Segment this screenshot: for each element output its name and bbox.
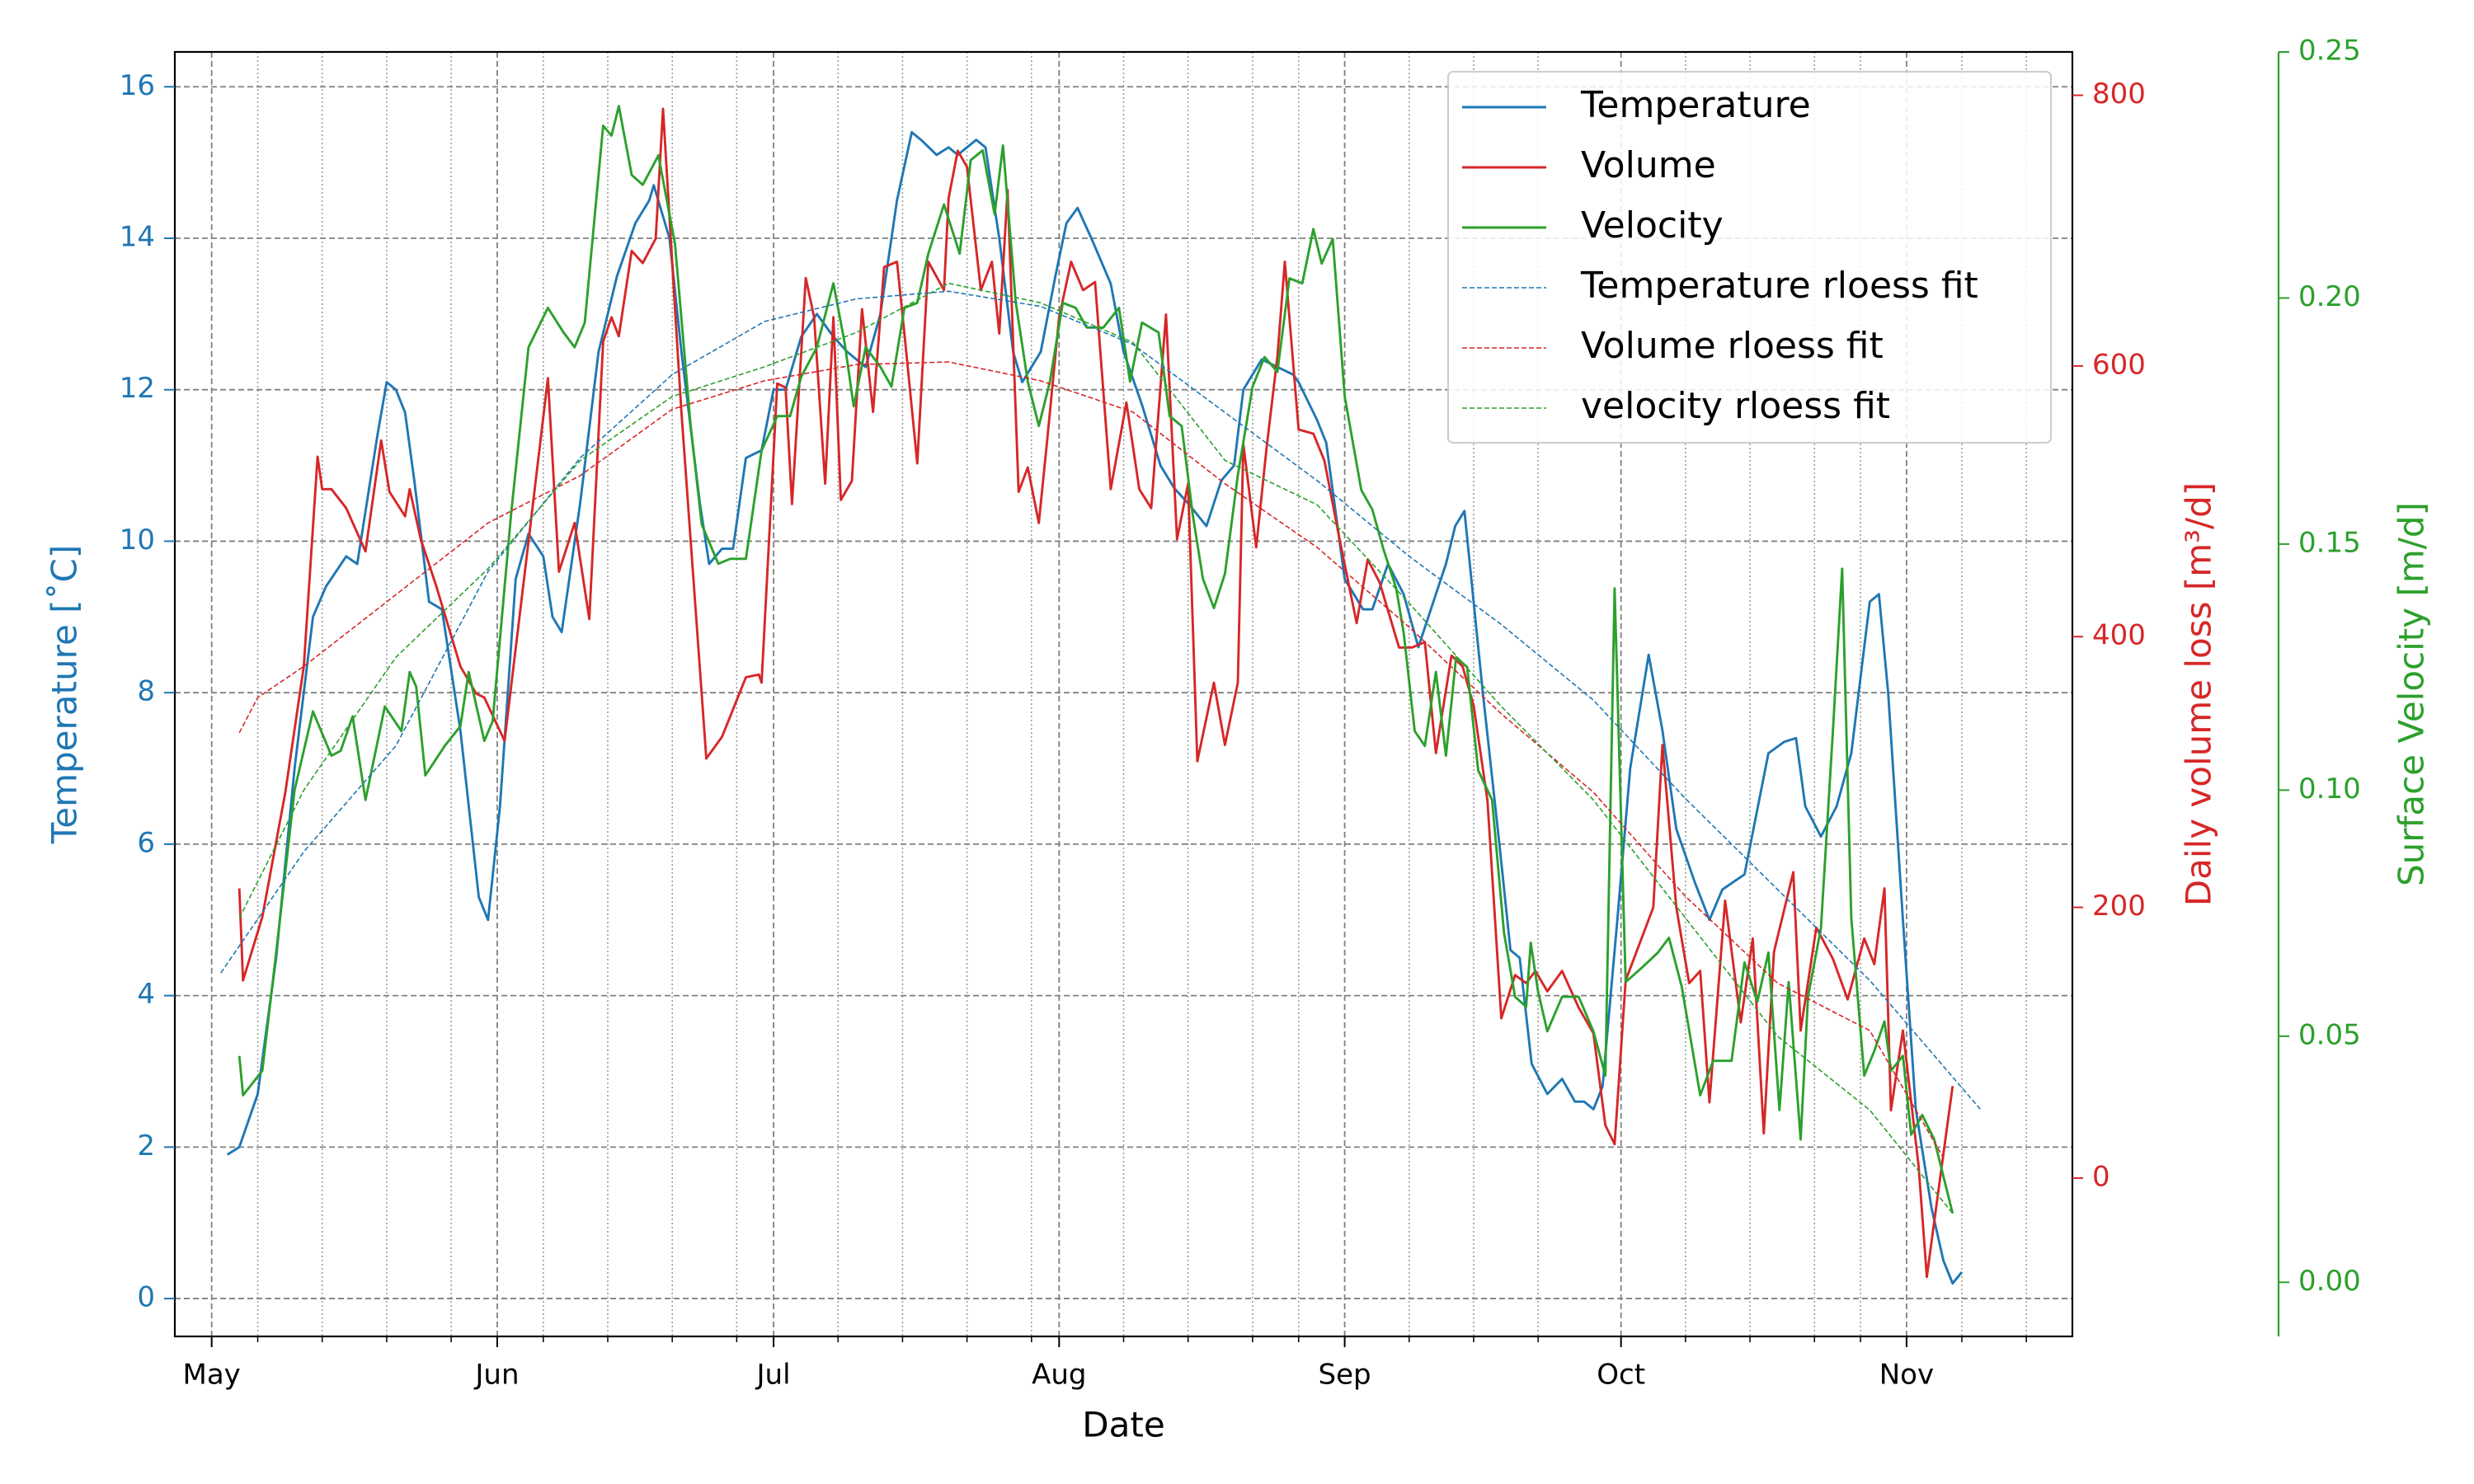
- legend-label: Volume rloess fit: [1581, 325, 1884, 367]
- series-line: [238, 105, 1954, 1214]
- y-tick-label: 0.10: [2298, 773, 2361, 805]
- series-line: [220, 290, 1981, 1110]
- y-tick-label: 14: [120, 220, 155, 253]
- y-tick-label: 2: [137, 1129, 155, 1162]
- y-tick-label: 0.05: [2298, 1018, 2361, 1051]
- y-tick-label: 0: [2092, 1160, 2110, 1193]
- y-tick-label: 600: [2092, 348, 2146, 381]
- y-tick-label: 12: [120, 372, 155, 405]
- y-tick-label: 10: [120, 524, 155, 556]
- y-tick-label: 0.15: [2298, 526, 2361, 559]
- legend-label: Velocity: [1581, 204, 1724, 247]
- x-tick-label: Aug: [1032, 1359, 1086, 1392]
- y-tick-label: 4: [137, 978, 155, 1011]
- y-tick-label: 800: [2092, 77, 2146, 110]
- x-tick-label: Jun: [473, 1359, 519, 1392]
- y-axis-label: Temperature [˚C]: [45, 545, 85, 845]
- y-tick-label: 6: [137, 826, 155, 859]
- y-tick-label: 200: [2092, 890, 2146, 923]
- legend-box: [1447, 71, 2052, 444]
- x-tick-label: Sep: [1319, 1359, 1371, 1392]
- x-tick-label: Nov: [1879, 1359, 1934, 1392]
- y-tick-label: 16: [120, 69, 155, 102]
- y-tick-label: 0.00: [2298, 1265, 2361, 1298]
- series-line: [238, 361, 1945, 1158]
- series-line: [238, 282, 1954, 1214]
- x-tick-label: Jul: [755, 1359, 791, 1392]
- y-axis-label: Daily volume loss [m³/d]: [2179, 482, 2219, 906]
- x-tick-label: May: [183, 1359, 241, 1392]
- y-tick-label: 0.25: [2298, 35, 2361, 68]
- x-axis-label: Date: [1082, 1405, 1164, 1445]
- y-tick-label: 0.20: [2298, 280, 2361, 313]
- legend-label: Temperature: [1580, 84, 1811, 126]
- x-tick-label: Oct: [1597, 1359, 1645, 1392]
- legend-label: Volume: [1581, 144, 1716, 186]
- y-tick-label: 8: [137, 675, 155, 708]
- series-line: [238, 107, 1954, 1279]
- y-axis-label: Surface Velocity [m/d]: [2392, 502, 2432, 886]
- y-tick-label: 0: [137, 1281, 155, 1314]
- series-line: [226, 130, 1964, 1285]
- legend-label: Temperature rloess fit: [1580, 265, 1978, 307]
- y-tick-label: 400: [2092, 619, 2146, 652]
- legend-label: velocity rloess fit: [1581, 385, 1890, 427]
